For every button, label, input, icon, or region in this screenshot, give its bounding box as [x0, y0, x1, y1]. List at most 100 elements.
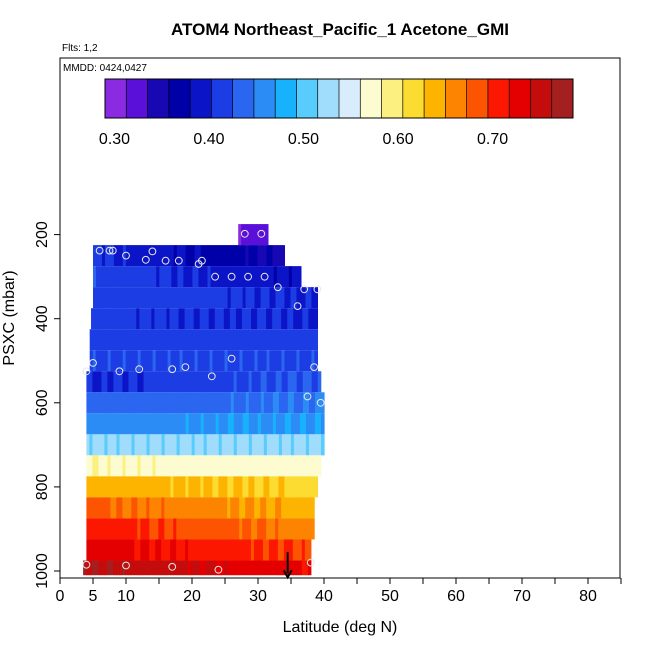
curtain-cell [89, 560, 93, 576]
curtain-cell [236, 371, 241, 393]
curtain-cell [284, 476, 288, 498]
curtain-cell [131, 434, 136, 456]
curtain-cell [101, 539, 105, 561]
curtain-cell [124, 308, 128, 330]
curtain-cell [131, 329, 136, 351]
curtain-cell [197, 287, 202, 309]
curtain-cell [206, 245, 211, 267]
curtain-cell [165, 266, 169, 288]
curtain-cell [119, 287, 124, 309]
curtain-cell [292, 539, 297, 561]
curtain-cell [128, 518, 132, 540]
curtain-cell [173, 434, 178, 456]
y-tick-label: 600 [34, 389, 51, 416]
curtain-cell [314, 308, 318, 330]
curtain-cell [134, 518, 138, 540]
curtain-cell [278, 245, 283, 267]
curtain-cell [185, 476, 189, 498]
curtain-cell [241, 224, 245, 246]
curtain-cell [137, 539, 141, 561]
curtain-cell [293, 308, 297, 330]
curtain-cell [236, 287, 241, 309]
curtain-cell [248, 413, 253, 435]
curtain-cell [275, 455, 280, 477]
curtain-cell [242, 245, 247, 267]
curtain-cell [236, 245, 241, 267]
curtain-cell [209, 434, 214, 456]
curtain-cell [214, 308, 219, 330]
curtain-cell [243, 266, 248, 288]
curtain-cell [155, 539, 159, 561]
curtain-cell [116, 392, 121, 414]
curtain-cell [116, 434, 121, 456]
curtain-cell [245, 350, 250, 372]
curtain-cell [107, 245, 112, 267]
curtain-cell [140, 497, 144, 519]
curtain-cell [107, 518, 111, 540]
curtain-cell [158, 392, 163, 414]
curtain-cell [110, 287, 115, 309]
curtain-cell [116, 329, 121, 351]
curtain-cell [298, 560, 303, 576]
marker-head [282, 569, 293, 580]
curtain-cell [284, 413, 289, 435]
curtain-cell [122, 413, 127, 435]
curtain-cell [230, 350, 235, 372]
curtain-cell [167, 455, 172, 477]
curtain-cell [221, 371, 226, 393]
colorbar-segment [339, 79, 361, 118]
curtain-cell [290, 329, 295, 351]
curtain-cell [227, 329, 232, 351]
curtain-cell [227, 539, 231, 561]
curtain-cell [302, 413, 307, 435]
curtain-cell [215, 476, 219, 498]
curtain-cell [140, 287, 145, 309]
curtain-cell [140, 434, 145, 456]
curtain-cell [257, 392, 262, 414]
curtain-cell [122, 434, 127, 456]
curtain-cell [113, 518, 117, 540]
curtain-cell [134, 539, 138, 561]
colorbar-segment [402, 79, 425, 118]
curtain-cell [125, 413, 130, 435]
curtain-cell [188, 350, 193, 372]
curtain-cell [233, 497, 237, 519]
curtain-cell [188, 371, 193, 393]
curtain-cell [89, 455, 93, 477]
curtain-cell [284, 497, 288, 519]
curtain-cell [275, 308, 279, 330]
curtain-cell [152, 476, 156, 498]
curtain-cell [293, 287, 298, 309]
curtain-cell [232, 308, 237, 330]
curtain-cell [279, 266, 284, 288]
curtain-cell [197, 392, 202, 414]
curtain-cell [237, 266, 242, 288]
curtain-cell [179, 245, 184, 267]
curtain-cell [197, 434, 202, 456]
curtain-cell [179, 413, 184, 435]
curtain-cell [308, 476, 312, 498]
curtain-cell [191, 245, 196, 267]
curtain-cell [293, 329, 298, 351]
observation-point [122, 561, 130, 570]
curtain-cell [272, 308, 276, 330]
curtain-cell [137, 518, 141, 540]
curtain-cell [113, 245, 118, 267]
curtain-cell [242, 497, 246, 519]
curtain-cell [254, 497, 258, 519]
curtain-cell [302, 371, 307, 393]
curtain-cell [143, 434, 148, 456]
curtain-cell [185, 539, 189, 561]
curtain-cell [230, 476, 234, 498]
curtain-cell [286, 539, 291, 561]
curtain-cell [191, 392, 196, 414]
curtain-cell [98, 476, 102, 498]
x-tick-label: 0 [56, 588, 65, 605]
curtain-cell [278, 476, 282, 498]
curtain-cell [141, 266, 145, 288]
curtain-cell [202, 308, 207, 330]
observation-point [316, 398, 325, 407]
curtain-cell [176, 497, 180, 519]
curtain-cell [146, 560, 150, 576]
curtain-cell [125, 560, 129, 576]
